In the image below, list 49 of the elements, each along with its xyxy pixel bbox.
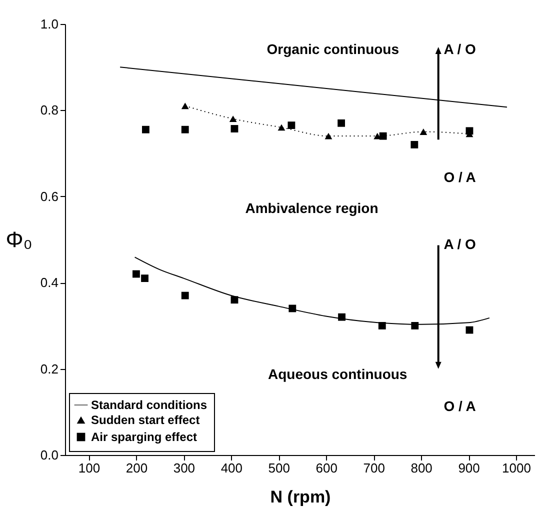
annotation: O / A: [444, 398, 476, 414]
point: [141, 274, 148, 282]
point: [338, 313, 346, 321]
x-tick-label: 300: [173, 460, 196, 476]
point: [288, 122, 296, 129]
x-tick-label: 200: [126, 460, 148, 476]
x-tick-label: 700: [363, 460, 385, 476]
legend-label: Air sparging effect: [91, 430, 198, 444]
point: [181, 292, 189, 300]
y-axis-title: Φ₀: [6, 227, 32, 252]
x-tick-label: 100: [78, 460, 100, 476]
annotation: O / A: [444, 168, 476, 185]
annotation: Aqueous continuous: [268, 366, 408, 382]
y-tick-label: 0.2: [40, 361, 58, 376]
x-tick-label: 400: [220, 460, 243, 476]
point: [229, 116, 237, 122]
y-tick-label: 0.6: [40, 188, 58, 204]
point: [181, 102, 189, 110]
annotation: A / O: [444, 236, 476, 252]
y-tick-label: 1.0: [40, 16, 58, 32]
legend-label: Sudden start effect: [91, 413, 200, 427]
point: [410, 140, 418, 148]
point: [379, 132, 387, 140]
point: [132, 270, 140, 278]
y-tick-label: 0.4: [40, 275, 58, 290]
point: [278, 124, 286, 131]
point: [324, 132, 332, 140]
point: [420, 128, 428, 135]
x-tick-label: 900: [458, 460, 480, 476]
point: [288, 304, 296, 312]
point: [338, 119, 346, 127]
x-tick-label: 800: [410, 460, 432, 476]
x-tick-label: 600: [316, 460, 338, 476]
point: [411, 322, 419, 330]
y-tick-label: 0.8: [40, 102, 58, 118]
annotation: A / O: [444, 40, 476, 57]
x-tick-label: 1000: [502, 460, 531, 476]
annotation: Ambivalence region: [245, 200, 378, 216]
legend-label: Standard conditions: [91, 398, 208, 412]
x-axis-title: N (rpm): [270, 488, 331, 506]
x-tick-label: 500: [268, 460, 290, 476]
annotation: Organic continuous: [266, 40, 400, 57]
point: [466, 127, 474, 135]
y-tick-label: 0.0: [40, 448, 58, 462]
point: [378, 322, 386, 330]
point: [142, 126, 150, 134]
point: [230, 125, 238, 132]
point: [181, 126, 189, 134]
point: [230, 296, 238, 304]
